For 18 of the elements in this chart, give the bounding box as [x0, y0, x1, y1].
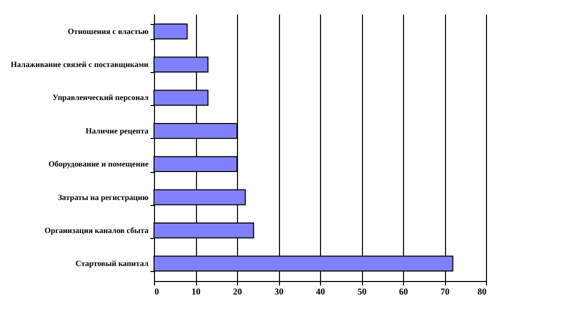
y-tick-label: Затраты на регистрацию: [58, 192, 148, 202]
y-tick-label: Организация каналов сбыта: [44, 226, 148, 235]
x-tick-label: 20: [233, 286, 242, 296]
y-tick-label: Управленческий персонал: [52, 93, 149, 102]
x-tick-label: 80: [478, 286, 487, 296]
y-tick-label: Наличие рецепта: [86, 126, 148, 136]
x-tick-label: 0: [154, 286, 160, 296]
y-tick-label: Оборудование и помещение: [48, 160, 149, 169]
x-tick-label: 30: [274, 286, 284, 296]
y-tick-label: Отношения с властью: [68, 26, 148, 36]
x-tick-label: 10: [192, 286, 201, 296]
x-tick-label: 40: [316, 286, 326, 296]
bar: [154, 23, 188, 40]
y-tick-label: Стартовый капитал: [75, 259, 150, 268]
x-tick-label: 50: [358, 286, 367, 296]
x-tick-label: 60: [399, 286, 408, 296]
y-tick-label: Налаживание связей с поставщиками: [10, 60, 149, 70]
x-tick-label: 70: [440, 286, 450, 296]
